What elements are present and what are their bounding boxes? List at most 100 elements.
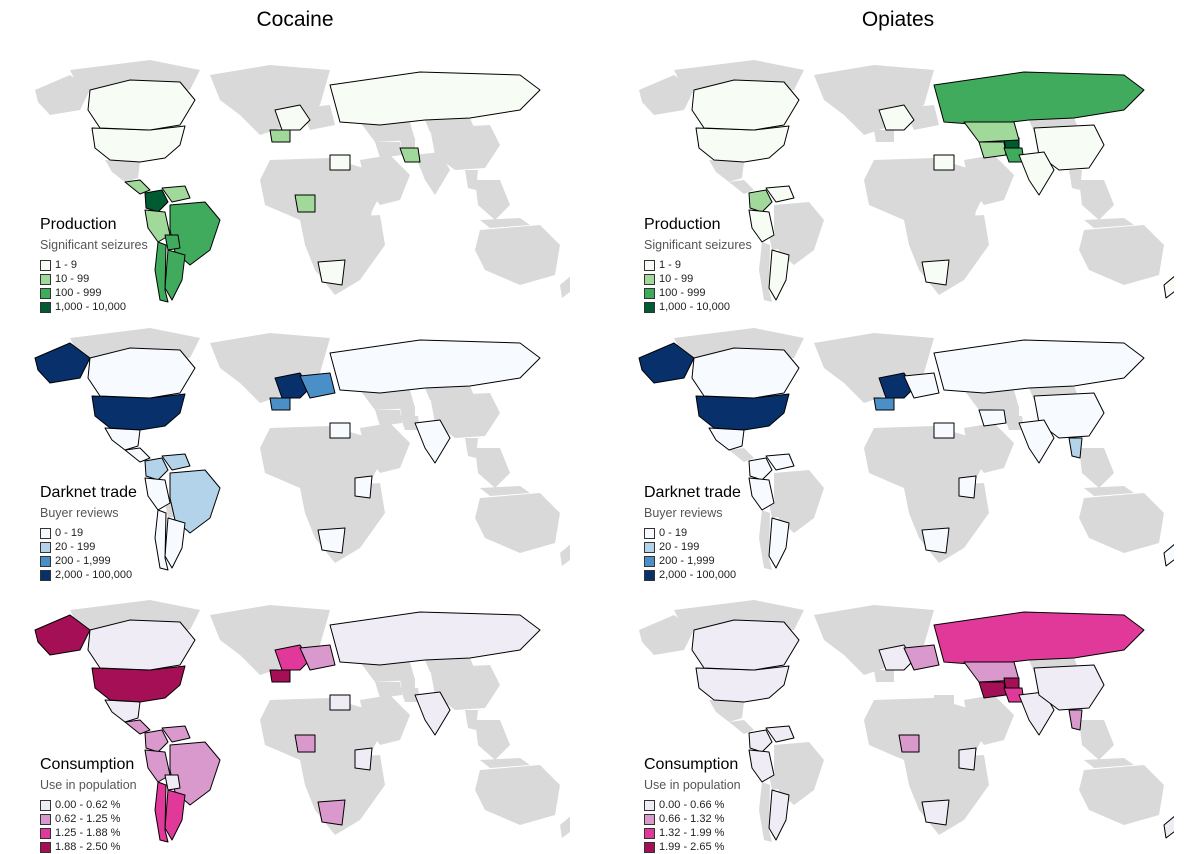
region-pakistan-nodata <box>400 416 420 430</box>
legend-items: 0.00 - 0.62 % 0.62 - 1.25 % 1.25 - 1.88 % 1… <box>40 798 190 854</box>
region-east-africa <box>354 747 373 771</box>
legend-title: Darknet trade <box>40 484 137 501</box>
land-australia <box>1079 225 1164 285</box>
land-indonesia <box>480 218 530 228</box>
region-new-zealand-nodata <box>560 544 570 566</box>
region-new-zealand-nodata <box>560 276 570 298</box>
legend-swatch <box>644 813 655 825</box>
title-cocaine: Cocaine <box>256 8 334 31</box>
legend-subtitle: Significant seizures <box>40 238 148 252</box>
legend-item: 0.62 - 1.25 % <box>40 812 190 826</box>
legend-subtitle: Significant seizures <box>644 238 752 252</box>
legend-label: 0.00 - 0.66 % <box>659 799 725 811</box>
legend-label: 0.66 - 1.32 % <box>659 813 725 825</box>
region-colombia <box>144 729 169 753</box>
legend-swatch <box>40 841 51 853</box>
region-pakistan <box>399 147 421 163</box>
region-central-europe <box>299 644 336 671</box>
region-chile <box>154 781 169 843</box>
legend-label: 2,000 - 100,000 <box>659 569 737 581</box>
region-bolivia-nodata <box>769 775 784 790</box>
region-nigeria <box>294 194 316 213</box>
land-middle-east <box>964 155 1014 205</box>
legend: Production Significant seizures 1 - 9 10 - … <box>40 215 190 314</box>
legend: Consumption Use in population 0.00 - 0.62 … <box>40 755 190 854</box>
region-egypt <box>329 422 351 439</box>
region-russia <box>329 611 541 666</box>
region-bolivia-nodata <box>769 235 784 250</box>
land-australia <box>475 225 560 285</box>
region-western-europe <box>274 104 311 131</box>
region-peru <box>748 209 775 243</box>
legend-label: 20 - 199 <box>659 541 700 553</box>
legend-swatch <box>40 301 51 313</box>
legend-item: 1,000 - 10,000 <box>644 300 794 314</box>
legend-item: 0.00 - 0.66 % <box>644 798 794 812</box>
legend-label: 1.25 - 1.88 % <box>55 827 121 839</box>
region-brazil <box>169 741 221 806</box>
legend-items: 0 - 19 20 - 199 200 - 1,999 2,000 - 100,000 <box>40 526 190 582</box>
region-alaska <box>34 614 91 656</box>
legend: Consumption Use in population 0.00 - 0.66 … <box>644 755 794 854</box>
legend-swatch <box>644 555 655 567</box>
world-map <box>639 60 1174 302</box>
region-thailand-nodata <box>1069 170 1082 190</box>
region-india <box>414 691 451 736</box>
region-iran-nodata <box>375 142 402 158</box>
region-egypt <box>329 694 351 711</box>
legend-label: 20 - 199 <box>55 541 96 553</box>
legend-title: Darknet trade <box>644 484 741 501</box>
legend-swatch <box>644 301 655 313</box>
region-colombia <box>748 729 773 753</box>
region-peru <box>144 209 171 243</box>
region-egypt <box>933 154 955 171</box>
region-central-america-nodata <box>729 448 754 462</box>
legend: Darknet trade Buyer reviews 0 - 19 20 - 199… <box>40 483 190 582</box>
region-peru <box>144 477 171 511</box>
map-panel-opiates-consumption: Consumption Use in population 0.00 - 0.66 … <box>604 570 1174 853</box>
legend-item: 2,000 - 100,000 <box>40 568 190 582</box>
land-indonesia <box>1084 486 1134 496</box>
legend-items: 0 - 19 20 - 199 200 - 1,999 2,000 - 100,000 <box>644 526 794 582</box>
region-colombia <box>748 189 773 213</box>
legend-label: 100 - 999 <box>659 287 706 299</box>
legend-label: 1 - 9 <box>55 259 78 271</box>
region-central-europe <box>903 372 940 399</box>
legend-swatch <box>644 273 655 285</box>
legend-label: 10 - 99 <box>659 273 694 285</box>
land-indonesia <box>480 758 530 768</box>
legend-item: 1.88 - 2.50 % <box>40 840 190 854</box>
legend-title: Production <box>644 216 721 233</box>
region-venezuela <box>161 725 191 743</box>
region-central-america <box>124 447 151 463</box>
region-spain <box>269 397 291 411</box>
map-panel-opiates-production: Production Significant seizures 1 - 9 10 - … <box>604 30 1174 313</box>
region-nigeria-nodata <box>899 195 919 212</box>
region-western-europe <box>878 104 915 131</box>
legend-subtitle: Buyer reviews <box>40 506 119 520</box>
region-thailand-nodata <box>465 438 478 458</box>
legend-subtitle: Use in population <box>40 778 137 792</box>
region-argentina <box>768 249 790 301</box>
region-egypt <box>329 154 351 171</box>
legend-item: 10 - 99 <box>40 272 190 286</box>
land-southeast-asia <box>475 720 510 760</box>
region-alaska-nodata <box>35 75 90 115</box>
region-canada <box>691 619 800 671</box>
land-australia <box>475 493 560 553</box>
legend-swatch <box>40 555 51 567</box>
region-alaska <box>34 342 91 384</box>
region-nigeria <box>294 734 316 753</box>
land-southeast-asia <box>1079 448 1114 488</box>
region-usa <box>91 393 186 431</box>
region-thailand-nodata <box>465 170 478 190</box>
region-canada <box>691 347 800 399</box>
world-map <box>638 328 1174 570</box>
legend-label: 200 - 1,999 <box>659 555 715 567</box>
region-iran-nodata <box>375 682 402 698</box>
region-china-nodata <box>430 665 500 710</box>
region-central-asia-nodata <box>964 390 1019 410</box>
land-north-africa <box>260 698 380 760</box>
region-chile <box>154 509 169 571</box>
region-egypt <box>933 422 955 439</box>
